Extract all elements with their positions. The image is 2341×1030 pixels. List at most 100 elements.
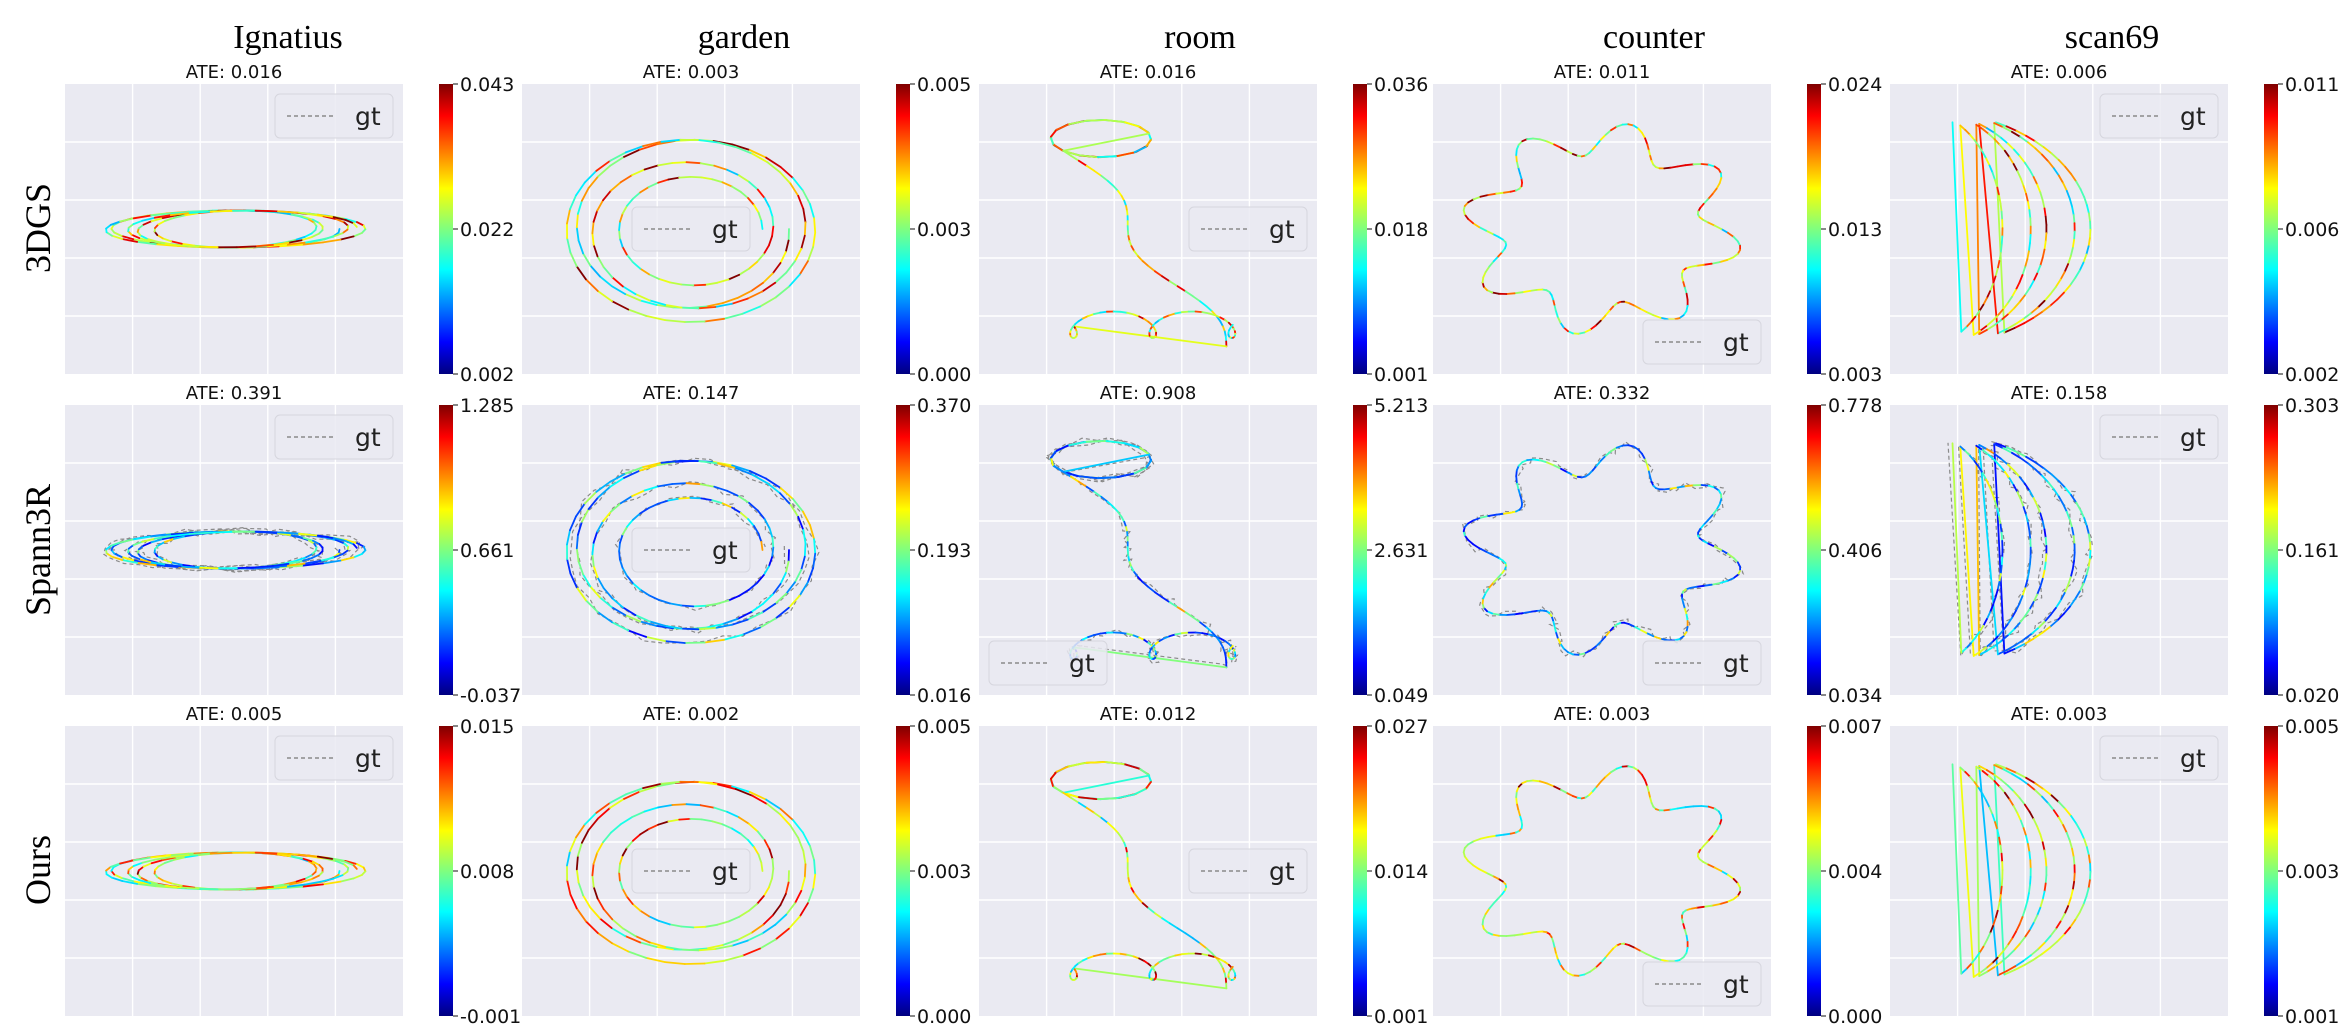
trajectory-segment: [632, 191, 642, 200]
trajectory-segment: [1163, 635, 1171, 640]
trajectory-segment: [619, 854, 624, 865]
trajectory-segment: [1219, 641, 1224, 649]
trajectory-segment: [1515, 796, 1518, 805]
trajectory-segment: [1562, 647, 1569, 654]
trajectory-segment: [2087, 237, 2091, 248]
trajectory-segment: [1130, 887, 1136, 894]
trajectory-segment: [771, 215, 775, 228]
trajectory-segment: [141, 537, 156, 543]
trajectory-segment: [771, 867, 775, 880]
trajectory-segment: [639, 267, 650, 276]
trajectory-segment: [1718, 819, 1723, 827]
colorbar-gradient: [2264, 726, 2278, 1016]
trajectory-segment: [2003, 327, 2016, 334]
trajectory-segment: [1168, 312, 1177, 317]
trajectory-segment: [2069, 598, 2077, 608]
trajectory-segment: [611, 597, 624, 609]
trajectory-segment: [2073, 872, 2076, 883]
trajectory-segment: [161, 879, 173, 885]
trajectory-segment: [1205, 305, 1213, 313]
trajectory-segment: [639, 464, 659, 472]
trajectory-segment: [235, 245, 257, 249]
trajectory-segment: [1652, 635, 1662, 640]
trajectory-segment: [1994, 500, 1999, 510]
trajectory-segment: [566, 208, 571, 225]
trajectory-segment: [575, 855, 579, 871]
trajectory-segment: [2054, 278, 2062, 288]
trajectory-segment: [727, 915, 741, 923]
trajectory-segment: [2041, 947, 2051, 955]
trajectory-segment: [807, 246, 814, 263]
trajectory-segment: [618, 550, 621, 561]
trajectory-segment: [697, 948, 717, 952]
trajectory-segment: [592, 565, 599, 579]
ate-title: ATE: 0.158: [2011, 383, 2108, 404]
trajectory-segment: [1194, 952, 1204, 955]
trajectory-segment: [142, 862, 153, 868]
trajectory-segment: [1509, 510, 1517, 514]
trajectory-segment: [332, 216, 347, 221]
trajectory-segment: [1112, 505, 1119, 513]
trajectory-segment: [575, 586, 587, 602]
trajectory-segment: [121, 238, 139, 243]
trajectory-segment: [113, 552, 123, 558]
trajectory-segment: [2019, 777, 2029, 786]
trajectory-segment: [1610, 446, 1618, 453]
trajectory-segment: [1689, 906, 1698, 910]
trajectory-segment: [149, 240, 166, 245]
trajectory-segment: [1713, 866, 1723, 872]
trajectory-segment: [2032, 593, 2039, 603]
trajectory-segment: [2000, 531, 2004, 542]
trajectory-segment: [1556, 636, 1562, 645]
trajectory-segment: [2001, 623, 2009, 632]
trajectory-segment: [596, 199, 604, 212]
trajectory-segment: [731, 143, 751, 151]
trajectory-segment: [2075, 822, 2082, 833]
trajectory-segment: [1993, 443, 2005, 450]
trajectory-segment: [2023, 316, 2035, 325]
trajectory-segment: [2088, 870, 2092, 881]
trajectory-segment: [577, 881, 584, 897]
trajectory-segment: [737, 816, 750, 825]
trajectory-segment: [1521, 932, 1532, 936]
trajectory-segment: [1070, 796, 1080, 804]
trajectory-segment: [319, 877, 335, 883]
trajectory-segment: [1608, 947, 1615, 954]
trajectory-segment: [294, 235, 306, 241]
trajectory-segment: [2083, 196, 2088, 207]
trajectory-segment: [2014, 318, 2025, 326]
trajectory-segment: [1213, 956, 1222, 961]
trajectory-segment: [1566, 150, 1574, 155]
trajectory-segment: [170, 852, 196, 857]
trajectory-segment: [1566, 471, 1574, 476]
trajectory-segment: [2023, 608, 2031, 618]
trajectory-segment: [1562, 968, 1569, 975]
trajectory-segment: [2011, 930, 2017, 940]
trajectory-segment: [631, 810, 646, 818]
trajectory-segment: [335, 860, 346, 866]
trajectory-segment: [1076, 154, 1098, 159]
trajectory-segment: [1615, 123, 1624, 128]
trajectory-segment: [1132, 634, 1141, 639]
trajectory-segment: [1229, 965, 1234, 971]
colorbar-mid-label: 0.006: [2285, 219, 2339, 241]
trajectory-segment: [589, 906, 601, 920]
trajectory-segment: [1604, 951, 1611, 959]
trajectory-segment: [2023, 959, 2035, 967]
trajectory-segment: [1519, 172, 1523, 180]
trajectory-segment: [1559, 321, 1565, 329]
trajectory-segment: [1985, 478, 1991, 488]
trajectory-segment: [1106, 821, 1115, 829]
trajectory-segment: [2015, 771, 2027, 779]
trajectory-segment: [592, 851, 599, 865]
trajectory-segment: [132, 238, 150, 244]
trajectory-segment: [1062, 774, 1151, 794]
trajectory-segment: [1141, 260, 1150, 268]
trajectory-segment: [1993, 122, 2006, 334]
trajectory-segment: [587, 817, 599, 831]
trajectory-segment: [1486, 931, 1494, 936]
trajectory-segment: [298, 853, 319, 858]
trajectory-segment: [307, 218, 316, 224]
trajectory-segment: [1684, 163, 1695, 167]
